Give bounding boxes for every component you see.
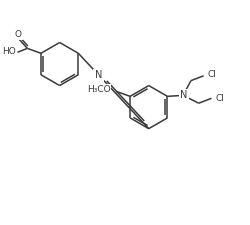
Text: HO: HO [2, 47, 16, 56]
Text: O: O [15, 30, 22, 39]
Text: N: N [94, 70, 102, 80]
Text: H₃CO: H₃CO [86, 85, 110, 94]
Text: N: N [180, 90, 187, 100]
Text: Cl: Cl [215, 94, 224, 103]
Text: Cl: Cl [206, 70, 215, 79]
